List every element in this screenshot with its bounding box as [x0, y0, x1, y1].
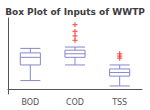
svg-text:BOD: BOD — [21, 98, 39, 107]
svg-text:Box Plot of Inputs of WWTP: Box Plot of Inputs of WWTP — [5, 7, 145, 17]
svg-text:COD: COD — [66, 98, 84, 107]
svg-text:TSS: TSS — [111, 98, 127, 107]
